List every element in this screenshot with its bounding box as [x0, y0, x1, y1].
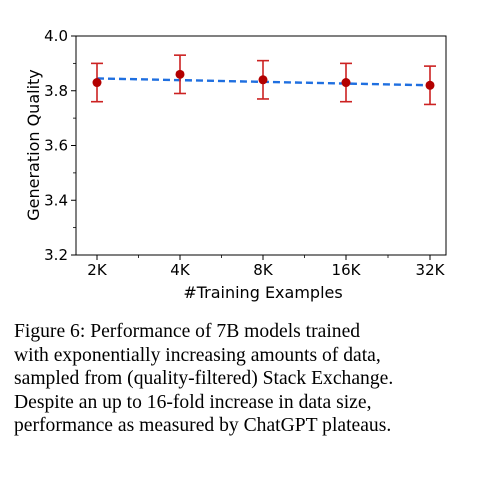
figure-caption: Figure 6: Performance of 7B models train… [14, 321, 394, 437]
x-tick-label: 4K [170, 261, 191, 279]
x-tick-label: 8K [253, 261, 274, 279]
data-point [258, 75, 268, 85]
y-tick-label: 3.6 [44, 137, 68, 155]
data-point [341, 78, 351, 88]
x-tick-label: 32K [416, 261, 446, 279]
y-axis-label: Generation Quality [24, 69, 43, 221]
y-tick-label: 3.4 [44, 191, 68, 209]
y-axis: 3.2 3.4 3.6 3.8 4.0 [44, 27, 76, 264]
series [91, 54, 436, 106]
x-axis: 2K 4K 8K 16K 32K [87, 255, 446, 279]
y-tick-label: 3.2 [44, 246, 68, 264]
x-tick-label: 16K [332, 261, 362, 279]
x-tick-label: 2K [87, 261, 108, 279]
x-axis-label: #Training Examples [183, 283, 342, 302]
chart: 3.2 3.4 3.6 3.8 4.0 2K 4K 8K 16K 32K Generation … [24, 27, 447, 302]
plot-frame [75, 35, 447, 256]
data-point [92, 78, 102, 88]
y-tick-label: 4.0 [44, 27, 68, 45]
y-tick-label: 3.8 [44, 82, 68, 100]
data-point [175, 69, 185, 79]
data-point [425, 80, 435, 90]
